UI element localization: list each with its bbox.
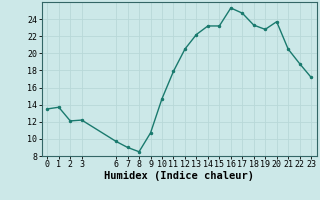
X-axis label: Humidex (Indice chaleur): Humidex (Indice chaleur) bbox=[104, 171, 254, 181]
